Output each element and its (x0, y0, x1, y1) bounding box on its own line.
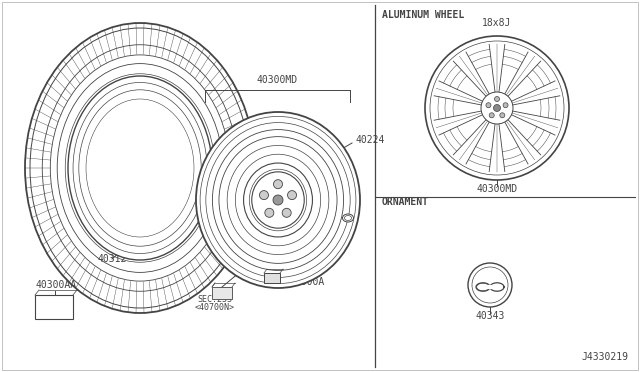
Circle shape (486, 103, 491, 108)
Circle shape (425, 36, 569, 180)
Text: 18x8J: 18x8J (483, 18, 512, 28)
Text: 40300A: 40300A (290, 277, 325, 287)
Ellipse shape (273, 180, 282, 189)
Text: 40300MD: 40300MD (476, 184, 518, 194)
Ellipse shape (273, 195, 283, 205)
Text: J4330219: J4330219 (581, 352, 628, 362)
Bar (212, 287, 232, 299)
Text: 40224: 40224 (355, 135, 385, 145)
Text: ORNAMENT: ORNAMENT (382, 197, 429, 207)
Text: ALUMINUM WHEEL: ALUMINUM WHEEL (382, 10, 464, 20)
Text: 40300MD: 40300MD (257, 75, 298, 85)
Ellipse shape (252, 172, 304, 228)
Circle shape (481, 92, 513, 124)
Ellipse shape (282, 208, 291, 217)
Ellipse shape (68, 76, 212, 260)
Text: 40300AA: 40300AA (35, 280, 76, 290)
Ellipse shape (259, 190, 268, 200)
Circle shape (468, 263, 512, 307)
Bar (264, 273, 280, 283)
Ellipse shape (342, 214, 353, 222)
Circle shape (500, 113, 505, 118)
Circle shape (495, 96, 499, 102)
Text: 40343: 40343 (476, 311, 505, 321)
Circle shape (489, 113, 494, 118)
Bar (35, 295, 73, 319)
Ellipse shape (265, 208, 274, 217)
Circle shape (503, 103, 508, 108)
Text: 40312: 40312 (97, 254, 127, 264)
Text: <40700N>: <40700N> (195, 303, 235, 312)
Circle shape (493, 105, 500, 112)
Ellipse shape (196, 112, 360, 288)
Text: SEC.253: SEC.253 (198, 295, 232, 304)
Ellipse shape (287, 190, 296, 200)
